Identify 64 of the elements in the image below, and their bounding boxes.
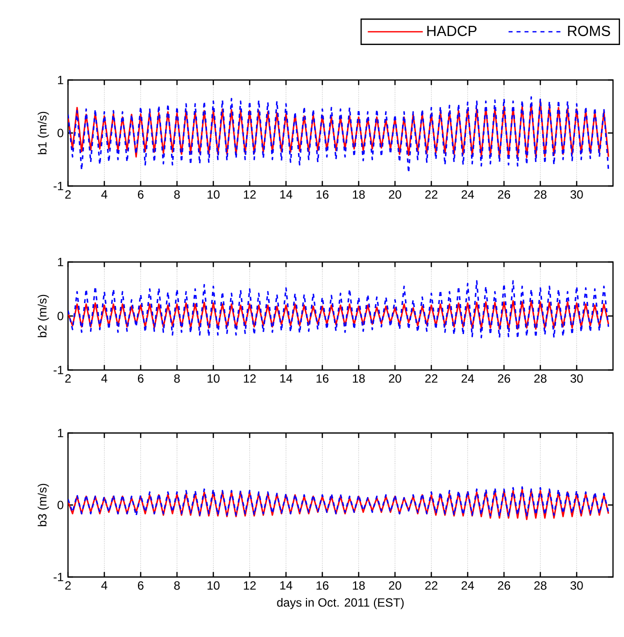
y-tick-label: 1 — [58, 258, 64, 266]
line-series — [68, 280, 610, 340]
y-tick-label: 0 — [58, 128, 64, 138]
x-tick-label: 26 — [498, 374, 510, 383]
x-tick-label: 30 — [570, 190, 583, 199]
x-tick-label: 18 — [352, 190, 365, 199]
x-tick-label: 8 — [174, 374, 180, 383]
y-tick-label: -1 — [54, 182, 64, 190]
x-tick-label: 12 — [244, 190, 256, 199]
line-series — [68, 96, 610, 174]
y-axis-title: b1 (m/s) — [38, 112, 49, 154]
x-tick-label: 26 — [498, 190, 510, 199]
x-tick-label: 16 — [316, 190, 328, 199]
x-axis-title: days in Oct. 2011 (EST) — [277, 598, 404, 610]
x-tick-label: 28 — [534, 374, 546, 383]
x-tick-label: 20 — [388, 581, 402, 590]
x-tick-label: 2 — [65, 374, 71, 383]
x-tick-label: 6 — [138, 581, 144, 590]
y-tick-label: 1 — [58, 428, 64, 438]
x-tick-label: 12 — [244, 374, 256, 383]
legend-label: ROMS — [568, 26, 610, 36]
x-tick-label: 10 — [208, 374, 220, 383]
x-tick-label: 10 — [208, 581, 220, 590]
x-tick-label: 18 — [352, 374, 365, 383]
y-tick-label: 0 — [58, 500, 64, 510]
x-tick-label: 14 — [280, 374, 292, 382]
x-tick-label: 8 — [174, 190, 180, 199]
x-tick-label: 20 — [388, 190, 402, 199]
x-tick-label: 2 — [65, 581, 71, 590]
x-tick-label: 14 — [280, 190, 292, 198]
x-tick-label: 4 — [101, 190, 108, 198]
x-tick-label: 24 — [462, 190, 474, 199]
y-tick-label: 1 — [58, 76, 64, 84]
x-tick-label: 4 — [101, 374, 108, 382]
x-tick-label: 14 — [280, 581, 292, 590]
x-tick-label: 18 — [352, 581, 365, 590]
x-tick-label: 16 — [316, 374, 328, 383]
x-tick-label: 28 — [534, 190, 546, 199]
x-tick-label: 26 — [498, 581, 510, 590]
y-tick-label: 0 — [58, 312, 64, 320]
x-tick-label: 2 — [65, 190, 71, 199]
x-tick-label: 20 — [388, 374, 402, 383]
x-tick-label: 30 — [570, 374, 583, 383]
y-tick-label: -1 — [54, 572, 64, 582]
line-series — [68, 100, 610, 158]
x-tick-label: 30 — [570, 581, 583, 590]
y-axis-title: b3 (m/s) — [38, 484, 49, 526]
x-tick-label: 22 — [425, 374, 438, 383]
y-axis-title: b2 (m/s) — [38, 294, 49, 338]
x-tick-label: 10 — [208, 190, 220, 199]
x-tick-label: 6 — [138, 190, 144, 199]
x-tick-label: 6 — [138, 374, 144, 383]
x-tick-label: 8 — [174, 581, 180, 590]
x-tick-label: 24 — [462, 374, 474, 383]
x-tick-label: 24 — [462, 581, 474, 590]
y-tick-label: -1 — [54, 366, 64, 374]
x-tick-label: 22 — [425, 190, 438, 199]
x-tick-label: 12 — [244, 581, 256, 590]
x-tick-label: 28 — [534, 581, 546, 590]
x-tick-label: 4 — [101, 581, 108, 590]
line-series — [68, 300, 610, 330]
x-tick-label: 22 — [425, 581, 438, 590]
x-tick-label: 16 — [316, 581, 328, 590]
legend-label: HADCP — [427, 26, 476, 36]
